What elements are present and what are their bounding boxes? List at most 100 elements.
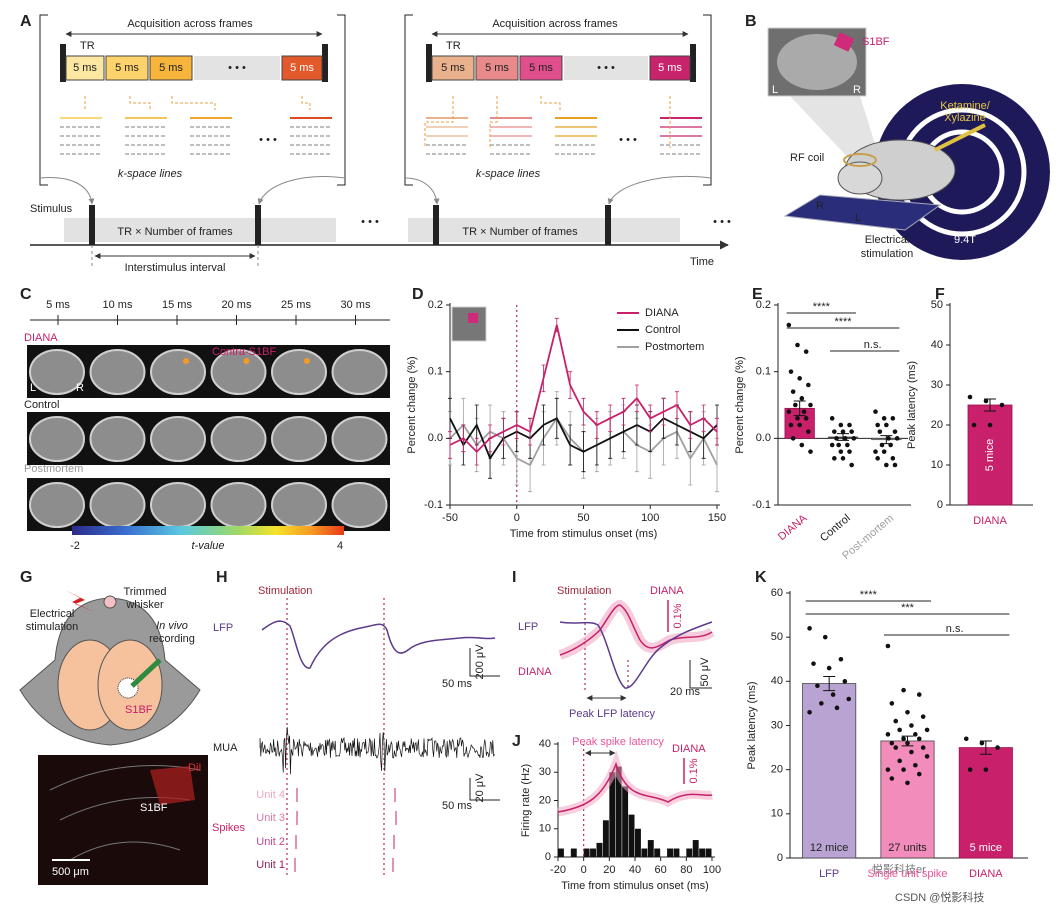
data-point <box>983 398 989 404</box>
text: TR × Number of frames <box>117 226 233 238</box>
text: 0.1% <box>672 603 684 628</box>
data-point <box>795 416 800 421</box>
text: Interstimulus interval <box>125 262 226 274</box>
text: 5 ms <box>441 62 465 74</box>
data-point <box>890 456 896 461</box>
text: • • • <box>619 134 637 146</box>
panel-labels: A B C D E F G H I J K <box>20 13 945 750</box>
syringe <box>934 123 986 152</box>
arrow <box>404 177 440 205</box>
histogram-bar <box>602 820 609 857</box>
comparison-label: **** <box>813 301 831 313</box>
raster <box>294 788 397 872</box>
y-tick-label: 0.2 <box>756 299 771 311</box>
brain-slice <box>29 416 85 462</box>
arrow <box>257 176 346 205</box>
y-axis-label: Peak latency (ms) <box>746 681 758 769</box>
x-tick-label: 0 <box>514 512 520 524</box>
text: recording <box>149 633 195 645</box>
data-point <box>885 767 891 772</box>
data-point <box>786 409 792 414</box>
text: 9.4T <box>954 234 976 246</box>
kspace-lines <box>60 96 702 155</box>
text: DIANA <box>518 666 552 678</box>
text: Unit 2 <box>256 836 285 848</box>
bracket <box>404 14 712 186</box>
stimulus-bar <box>605 205 611 245</box>
data-point <box>901 736 906 742</box>
data-point <box>840 456 846 461</box>
comparison-label: n.s. <box>864 339 882 351</box>
data-point <box>786 322 792 328</box>
y-tick-label: 50 <box>771 631 783 643</box>
frame-box <box>431 55 475 81</box>
coil <box>843 153 877 167</box>
y-tick-label: 0 <box>545 851 551 863</box>
histogram-bar <box>647 840 654 857</box>
data-point <box>888 442 893 448</box>
data-point <box>909 723 914 728</box>
data-point <box>793 402 798 408</box>
time-label: 15 ms <box>162 299 192 311</box>
data-point <box>924 754 930 759</box>
brain-slice <box>210 482 267 528</box>
x-tick-label: -50 <box>442 512 458 524</box>
text: 50 ms <box>442 800 472 812</box>
data-point <box>885 643 891 649</box>
panel-h: Stimulation LFP 50 ms 200 μV MUA 50 ms 2… <box>212 585 500 875</box>
data-point <box>920 714 926 719</box>
text: 5 ms <box>529 62 553 74</box>
data-point <box>851 436 857 441</box>
histogram-bar <box>615 766 622 857</box>
bar <box>802 683 857 859</box>
text: S1BF <box>862 36 890 48</box>
brain-slice <box>331 349 388 395</box>
data-point <box>790 436 796 441</box>
x-tick-label: 60 <box>655 864 667 876</box>
text: Unit 3 <box>256 812 285 824</box>
y-tick-label: 0.2 <box>428 299 443 311</box>
brain-slice <box>271 416 327 462</box>
data-point <box>909 749 914 755</box>
data-point <box>916 736 922 742</box>
text: 5 ms <box>159 62 183 74</box>
data-point <box>999 402 1005 408</box>
inset-image <box>451 306 487 342</box>
x-tick-label: 50 <box>577 512 589 524</box>
x-tick-label: DIANA <box>776 512 810 543</box>
text: Unit 1 <box>256 859 285 871</box>
data-point <box>979 740 985 746</box>
text: • • • <box>597 62 615 74</box>
text: R <box>853 84 861 96</box>
x-tick-label: 0 <box>581 864 587 876</box>
text: 50 ms <box>442 678 472 690</box>
text: R <box>76 382 84 394</box>
comparison-label: *** <box>901 602 915 614</box>
histogram-bar <box>654 848 661 857</box>
stimulus-bar <box>433 205 439 245</box>
text: 5 ms <box>73 62 97 74</box>
text: • • • <box>228 62 246 74</box>
line-series <box>449 324 718 453</box>
y-tick-label: 40 <box>539 738 551 750</box>
data-point <box>838 422 844 428</box>
data-point <box>886 436 891 441</box>
x-tick-label: 100 <box>641 512 659 524</box>
panel-label: F <box>935 286 945 303</box>
dye <box>150 766 195 805</box>
x-tick-label: Single unit spike <box>867 868 947 880</box>
frame-box <box>649 55 691 81</box>
inset-roi <box>468 313 478 323</box>
text: whisker <box>125 599 164 611</box>
data-point <box>875 422 880 428</box>
panel-label: G <box>20 569 32 586</box>
activation <box>243 358 250 364</box>
brain-slice <box>331 416 388 462</box>
data-point <box>807 626 812 631</box>
y-tick-label: 20 <box>539 794 551 806</box>
y-axis-label: Percent change (%) <box>734 356 746 453</box>
guide-arrow <box>301 96 311 110</box>
text: S1BF <box>125 704 153 716</box>
comparison-label: **** <box>860 589 878 601</box>
